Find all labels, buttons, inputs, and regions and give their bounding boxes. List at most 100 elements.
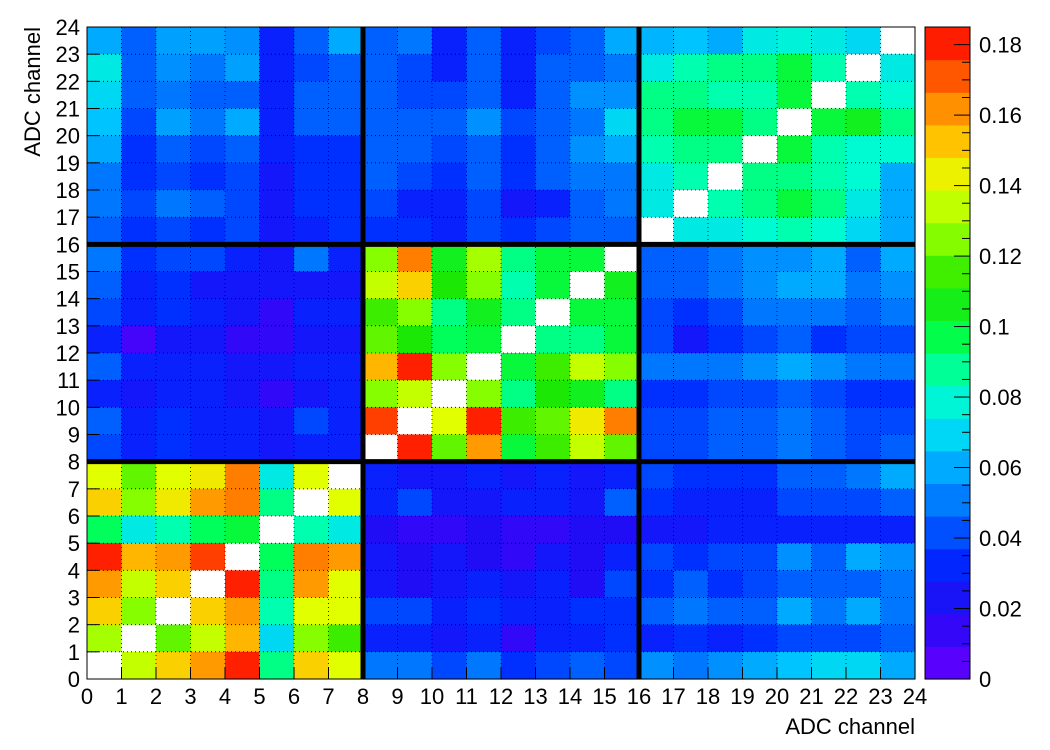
heatmap-cell xyxy=(708,353,744,381)
heatmap-cell xyxy=(811,271,847,300)
heatmap-cell xyxy=(397,54,433,82)
heatmap-cell xyxy=(880,407,916,436)
heatmap-cell xyxy=(501,162,537,191)
colorbar-band xyxy=(925,353,970,387)
y-tick-label: 22 xyxy=(56,69,80,94)
heatmap-cell xyxy=(87,27,123,55)
heatmap-cell xyxy=(604,651,640,680)
heatmap-cell xyxy=(87,217,123,245)
heatmap-cell xyxy=(225,651,261,680)
heatmap-cell xyxy=(225,27,261,55)
heatmap-cell xyxy=(363,81,399,110)
heatmap-cell xyxy=(501,543,537,571)
heatmap-cell xyxy=(156,624,192,653)
heatmap-cell xyxy=(777,407,813,436)
heatmap-cell xyxy=(432,624,468,653)
heatmap-cell xyxy=(880,108,916,137)
heatmap-cell xyxy=(880,81,916,110)
heatmap-cell xyxy=(397,380,433,408)
heatmap-cell xyxy=(328,54,364,82)
colorbar-tick-label: 0.12 xyxy=(979,244,1022,269)
heatmap-cell xyxy=(811,597,847,626)
heatmap-cell xyxy=(535,190,571,218)
heatmap-cell xyxy=(190,162,226,191)
heatmap-cell xyxy=(190,217,226,245)
heatmap-cell xyxy=(570,135,606,164)
heatmap-cell xyxy=(811,162,847,191)
heatmap-cell xyxy=(535,135,571,164)
colorbar-band xyxy=(925,613,970,647)
heatmap-cell xyxy=(121,380,157,408)
heatmap-cell xyxy=(121,543,157,571)
heatmap-cell xyxy=(535,516,571,544)
heatmap-cell xyxy=(328,190,364,218)
heatmap-cell xyxy=(225,597,261,626)
colorbar-band xyxy=(925,157,970,191)
heatmap-cell xyxy=(501,81,537,110)
heatmap-cell xyxy=(397,298,433,327)
heatmap-cell xyxy=(880,624,916,653)
heatmap-cell xyxy=(639,516,675,544)
heatmap-cell xyxy=(604,597,640,626)
y-tick-label: 8 xyxy=(68,450,80,475)
heatmap-cell xyxy=(846,353,882,381)
heatmap-cell xyxy=(777,54,813,82)
heatmap-cell xyxy=(121,325,157,354)
heatmap-cell xyxy=(742,81,778,110)
y-tick-label: 24 xyxy=(56,15,80,40)
heatmap-cell xyxy=(846,162,882,191)
heatmap-cell xyxy=(225,624,261,653)
heatmap-cell xyxy=(604,434,640,463)
heatmap-cell xyxy=(501,217,537,245)
heatmap-cell xyxy=(811,651,847,680)
heatmap-cell xyxy=(604,488,640,517)
heatmap-cell xyxy=(190,298,226,327)
heatmap-cell xyxy=(708,244,744,273)
heatmap-cell xyxy=(363,516,399,544)
heatmap-cell xyxy=(535,380,571,408)
heatmap-cell xyxy=(570,597,606,626)
heatmap-cell xyxy=(639,271,675,300)
heatmap-cell xyxy=(777,570,813,599)
heatmap-cell xyxy=(363,597,399,626)
heatmap-cell xyxy=(432,543,468,571)
heatmap-cell xyxy=(363,651,399,680)
heatmap-cell xyxy=(156,543,192,571)
heatmap-cell xyxy=(225,325,261,354)
heatmap-cell xyxy=(190,651,226,680)
heatmap-cell xyxy=(121,407,157,436)
heatmap-cell xyxy=(294,488,330,517)
heatmap-cell xyxy=(259,570,295,599)
heatmap-cell xyxy=(811,135,847,164)
heatmap-cell xyxy=(259,597,295,626)
heatmap-cell xyxy=(777,516,813,544)
heatmap-cell xyxy=(87,624,123,653)
heatmap-cell xyxy=(466,651,502,680)
heatmap-cell xyxy=(604,81,640,110)
heatmap-cell xyxy=(570,108,606,137)
heatmap-cell xyxy=(846,271,882,300)
heatmap-cell xyxy=(604,624,640,653)
heatmap-cell xyxy=(742,190,778,218)
heatmap-cell xyxy=(121,516,157,544)
x-tick-label: 17 xyxy=(661,684,685,709)
heatmap-cell xyxy=(880,135,916,164)
heatmap-cell xyxy=(121,108,157,137)
heatmap-cell xyxy=(673,271,709,300)
heatmap-cell xyxy=(742,461,778,490)
heatmap-cell xyxy=(639,244,675,273)
heatmap-cell xyxy=(604,325,640,354)
heatmap-cell xyxy=(294,190,330,218)
heatmap-cell xyxy=(259,54,295,82)
heatmap-cell xyxy=(225,244,261,273)
heatmap-cell xyxy=(259,407,295,436)
heatmap-cell xyxy=(156,570,192,599)
x-tick-label: 23 xyxy=(868,684,892,709)
heatmap-cell xyxy=(708,651,744,680)
heatmap-cell xyxy=(777,624,813,653)
heatmap-cell xyxy=(87,325,123,354)
x-tick-label: 14 xyxy=(558,684,582,709)
heatmap-cell xyxy=(846,516,882,544)
heatmap-cell xyxy=(466,570,502,599)
heatmap-cell xyxy=(673,244,709,273)
